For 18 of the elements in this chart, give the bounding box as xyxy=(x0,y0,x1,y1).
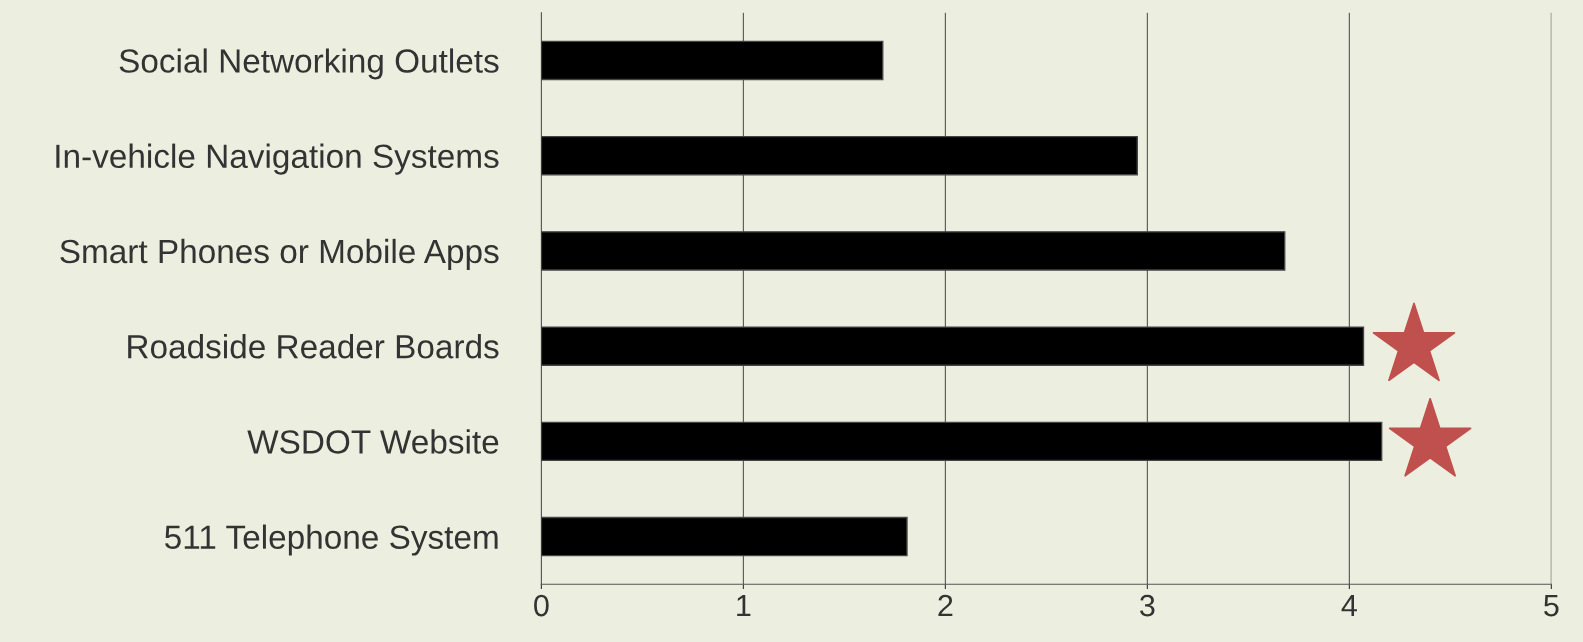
y-tick-label: In-vehicle Navigation Systems xyxy=(56,143,499,175)
y-tick-label: Social Networking Outlets xyxy=(119,48,499,80)
bar xyxy=(541,421,1383,462)
y-tick-label: 511 Telephone System xyxy=(165,524,498,556)
y-tick-label: Smart Phones or Mobile Apps xyxy=(60,238,499,270)
bar xyxy=(541,40,884,81)
y-tick-label: WSDOT Website xyxy=(247,429,499,454)
bar xyxy=(541,135,1138,176)
x-tick-label: 5 xyxy=(1544,595,1559,617)
bar xyxy=(541,326,1365,366)
x-tick-label: 0 xyxy=(534,594,549,617)
x-tick-label: 3 xyxy=(1140,594,1155,617)
bar xyxy=(541,516,908,557)
bar xyxy=(541,231,1286,271)
y-tick-label: Roadside Reader Boards xyxy=(128,334,499,359)
x-tick-label: 4 xyxy=(1341,595,1357,617)
x-tick-label: 2 xyxy=(938,594,953,617)
x-tick-label: 1 xyxy=(737,595,751,617)
